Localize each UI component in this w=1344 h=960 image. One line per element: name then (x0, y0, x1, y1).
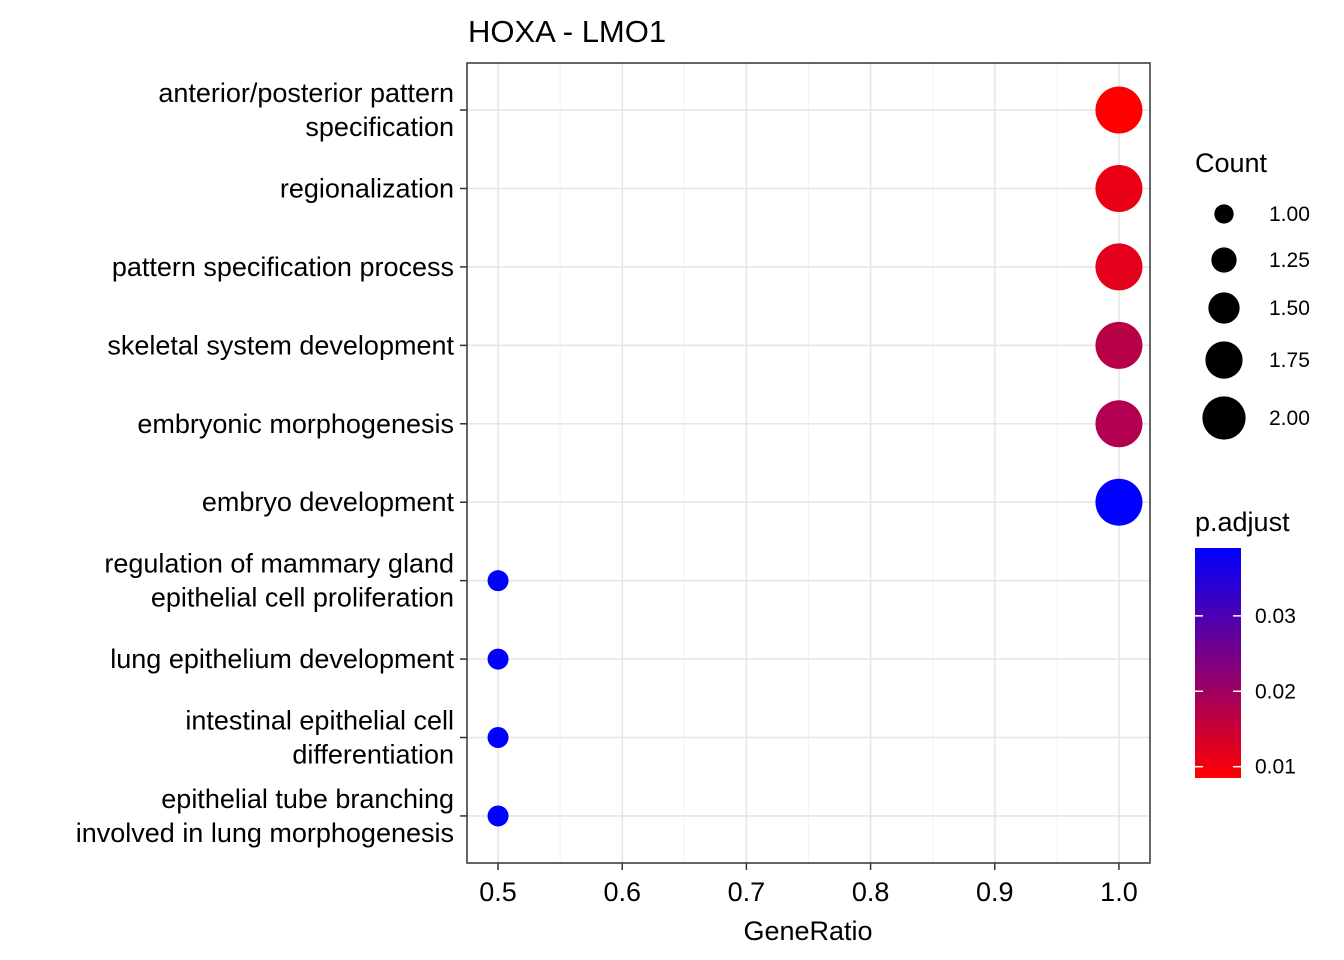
count-legend-key (1208, 292, 1240, 324)
data-point (1095, 321, 1143, 369)
data-point (487, 648, 509, 670)
data-point (1095, 164, 1143, 212)
y-tick-label: intestinal epithelial cell differentiatio… (185, 706, 454, 770)
y-tick-label: anterior/posterior pattern specification (158, 78, 454, 142)
data-point (1095, 400, 1143, 448)
p-adjust-colorbar (1195, 548, 1241, 778)
y-axis: anterior/posterior pattern specification r… (76, 78, 467, 848)
x-tick-label: 0.6 (603, 877, 641, 907)
grid-minor (559, 63, 1058, 863)
data-point (487, 805, 509, 827)
x-axis-label: GeneRatio (743, 916, 872, 946)
panel-border (466, 62, 1151, 864)
count-legend-key (1214, 204, 1234, 224)
p-adjust-legend: p.adjust 0.03 0.02 0.01 (1195, 507, 1296, 779)
x-tick-label: 1.0 (1100, 877, 1138, 907)
y-tick-label: pattern specification process (112, 252, 454, 282)
x-tick-label: 0.9 (976, 877, 1014, 907)
y-tick-label: lung epithelium development (110, 644, 454, 674)
count-legend-label: 1.25 (1269, 249, 1310, 272)
count-legend-label: 1.00 (1269, 203, 1310, 226)
data-point (1095, 478, 1143, 526)
y-tick-label: regulation of mammary gland epithelial ce… (104, 549, 454, 613)
p-adjust-legend-title: p.adjust (1195, 507, 1290, 537)
count-legend-label: 2.00 (1269, 407, 1310, 430)
data-point (487, 570, 509, 592)
count-legend-key (1211, 247, 1237, 273)
count-legend-label: 1.75 (1269, 349, 1310, 372)
x-tick-label: 0.8 (852, 877, 890, 907)
count-legend-title: Count (1195, 148, 1268, 178)
p-adjust-tick-label: 0.01 (1255, 756, 1296, 779)
x-tick-label: 0.7 (728, 877, 766, 907)
x-tick-label: 0.5 (479, 877, 517, 907)
x-axis: 0.5 0.6 0.7 0.8 0.9 1.0 (479, 863, 1138, 907)
y-tick-label: embryonic morphogenesis (137, 409, 454, 439)
count-legend-key (1202, 396, 1246, 440)
y-tick-label: skeletal system development (107, 330, 454, 360)
count-legend-key (1205, 341, 1243, 379)
y-tick-label: epithelial tube branching involved in lun… (76, 784, 454, 848)
data-points (487, 86, 1143, 827)
chart-title: HOXA - LMO1 (468, 14, 666, 49)
data-point (1095, 243, 1143, 291)
y-tick-label: regionalization (280, 173, 454, 203)
data-point (1095, 86, 1143, 134)
data-point (487, 727, 509, 749)
count-legend-label: 1.50 (1269, 297, 1310, 320)
p-adjust-tick-label: 0.02 (1255, 680, 1296, 703)
p-adjust-tick-label: 0.03 (1255, 605, 1296, 628)
y-tick-label: embryo development (202, 487, 455, 517)
count-legend: Count 1.00 1.25 1.50 1.75 2.00 (1195, 148, 1310, 440)
